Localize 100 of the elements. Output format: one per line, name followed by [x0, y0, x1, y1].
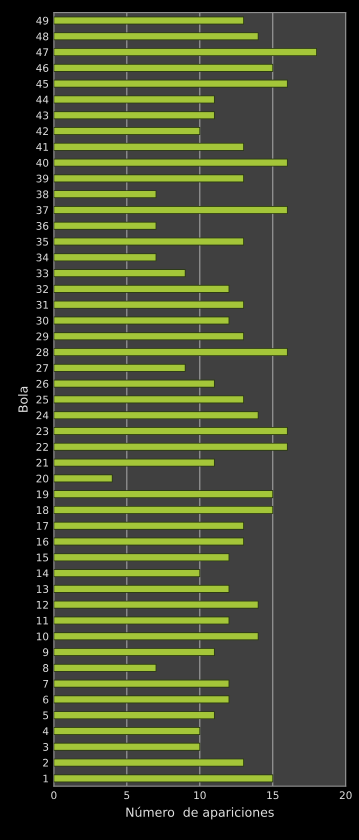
y-tick-label: 27	[36, 364, 48, 372]
bar	[54, 80, 288, 88]
bar	[54, 632, 259, 640]
bar	[54, 206, 288, 214]
y-tick-label: 31	[36, 300, 48, 309]
bar	[54, 648, 215, 656]
y-tick-label: 17	[36, 522, 48, 530]
bar	[54, 111, 215, 120]
y-tick-label: 20	[36, 474, 48, 482]
bar	[54, 158, 288, 167]
y-tick-label: 48	[36, 32, 48, 40]
bar	[54, 127, 200, 135]
bar	[54, 32, 259, 40]
bar	[54, 758, 244, 767]
y-tick-label: 8	[43, 664, 48, 672]
bar	[54, 348, 288, 356]
bar	[54, 490, 274, 498]
y-tick-label: 46	[36, 64, 48, 72]
y-tick-label: 2	[43, 758, 48, 767]
y-tick-label: 43	[36, 111, 48, 120]
y-tick-label: 45	[36, 80, 48, 88]
x-axis-title: Número de apariciones	[126, 806, 274, 820]
y-tick-label: 49	[36, 16, 48, 25]
bar	[54, 174, 244, 182]
y-tick-label: 32	[36, 285, 48, 294]
bar	[54, 474, 113, 482]
y-tick-label: 16	[36, 538, 48, 546]
bar	[54, 332, 244, 340]
y-tick-label: 39	[36, 174, 48, 182]
y-tick-label: 29	[36, 332, 48, 340]
bar	[54, 48, 317, 56]
y-tick-label: 37	[36, 206, 48, 214]
bar	[54, 616, 230, 624]
y-tick-label: 47	[36, 48, 48, 56]
bar	[54, 222, 156, 230]
y-tick-label: 36	[36, 222, 48, 230]
y-tick-label: 6	[43, 696, 48, 704]
y-tick-label: 23	[36, 427, 48, 436]
y-tick-label: 13	[36, 585, 48, 593]
y-tick-label: 18	[36, 506, 48, 514]
bar	[54, 695, 230, 704]
y-tick-label: 26	[36, 380, 48, 388]
bar	[54, 16, 244, 24]
bar	[54, 600, 259, 609]
x-tick-label: 5	[124, 791, 130, 800]
bar	[54, 569, 200, 578]
x-tick-label: 0	[51, 791, 56, 800]
bar	[54, 506, 274, 514]
bar	[54, 64, 274, 72]
x-tick-label: 10	[194, 791, 206, 800]
y-tick-label: 35	[36, 238, 48, 246]
y-tick-label: 22	[36, 443, 48, 451]
bar	[54, 553, 230, 562]
y-tick-label: 21	[36, 458, 48, 467]
y-tick-label: 44	[36, 96, 48, 104]
y-tick-label: 38	[36, 190, 48, 198]
y-axis-title: Bola	[18, 386, 28, 412]
y-tick-label: 15	[36, 554, 48, 562]
y-tick-label: 34	[36, 254, 48, 262]
bar	[54, 364, 186, 372]
y-tick-label: 30	[36, 316, 48, 325]
y-tick-label: 11	[36, 616, 48, 624]
y-tick-label: 33	[36, 269, 48, 278]
bar	[54, 316, 230, 324]
bar	[54, 411, 259, 420]
y-tick-label: 14	[36, 569, 48, 578]
y-tick-label: 7	[43, 680, 48, 688]
bar	[54, 253, 156, 262]
y-tick-label: 4	[42, 727, 48, 735]
y-tick-label: 28	[36, 348, 48, 356]
bar	[54, 95, 215, 104]
bar	[54, 742, 200, 751]
bar	[54, 380, 215, 388]
bar	[54, 238, 244, 246]
y-tick-label: 41	[36, 143, 48, 151]
y-tick-label: 42	[36, 127, 48, 135]
y-tick-label: 5	[43, 712, 48, 720]
bar	[54, 538, 244, 546]
y-tick-label: 3	[43, 742, 48, 751]
bar	[54, 190, 156, 198]
bar	[54, 711, 215, 720]
y-tick-label: 25	[36, 396, 48, 404]
bar	[54, 300, 244, 309]
bar	[54, 458, 215, 467]
y-tick-label: 24	[36, 411, 48, 420]
bar	[54, 664, 156, 672]
y-tick-label: 9	[43, 648, 48, 656]
bar	[54, 774, 274, 782]
bar	[54, 727, 200, 735]
bar	[54, 142, 244, 151]
bar	[54, 584, 230, 593]
x-tick-label: 15	[267, 791, 278, 800]
y-tick-label: 10	[36, 632, 48, 640]
y-tick-label: 19	[36, 490, 48, 498]
y-tick-label: 12	[36, 600, 48, 609]
y-tick-label: 40	[36, 158, 48, 167]
x-tick-label: 20	[340, 791, 352, 800]
bar	[54, 522, 244, 530]
bar	[54, 442, 288, 451]
bar	[54, 284, 230, 293]
